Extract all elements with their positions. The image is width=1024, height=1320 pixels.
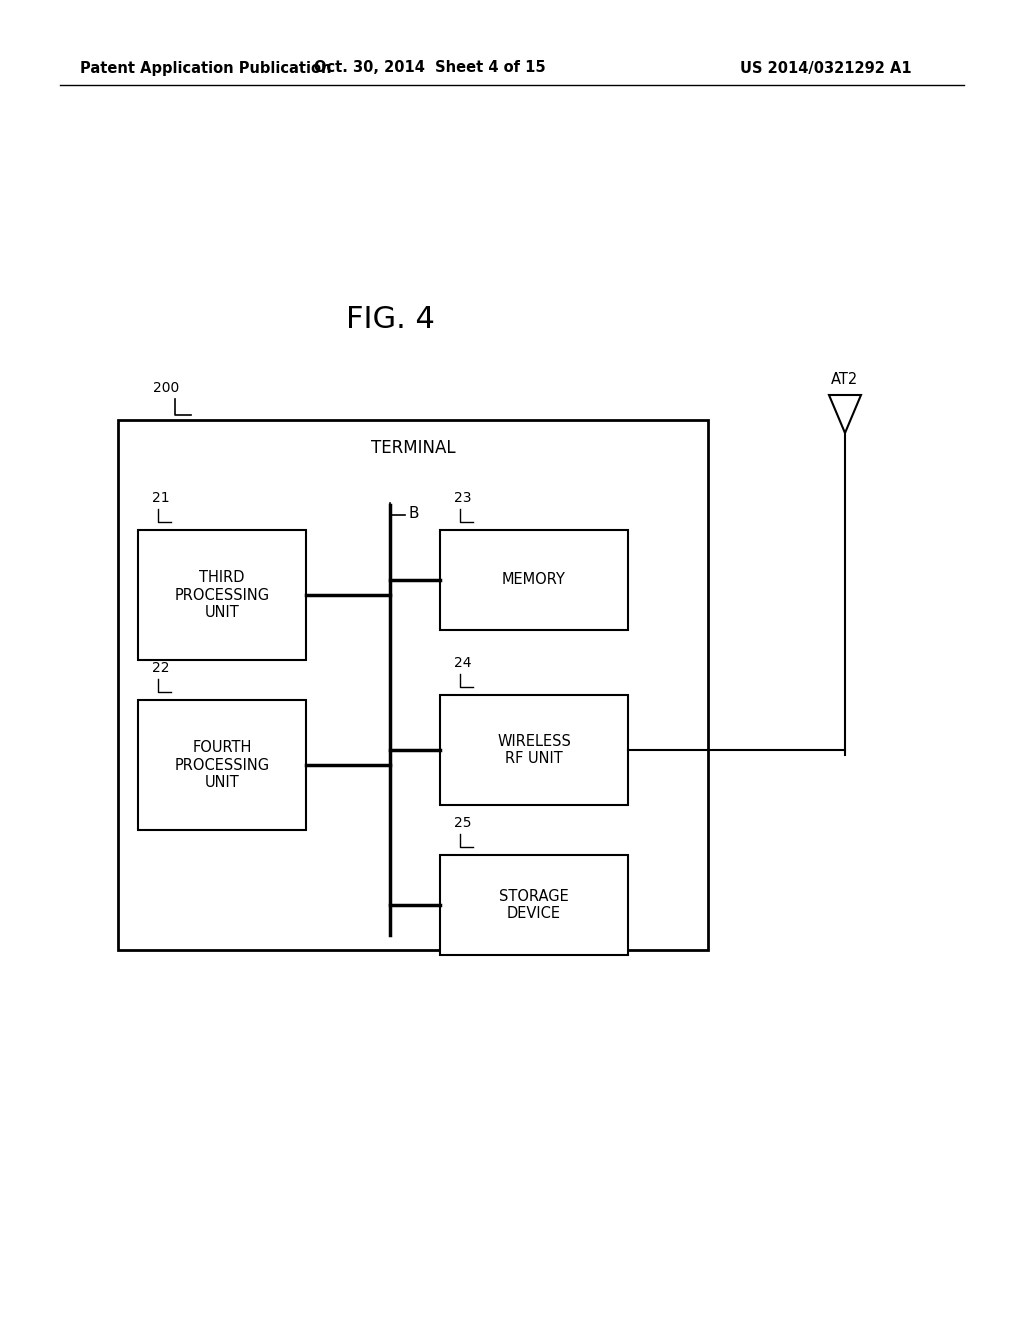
Text: 21: 21 (152, 491, 170, 506)
Text: MEMORY: MEMORY (502, 573, 566, 587)
Text: FIG. 4: FIG. 4 (345, 305, 434, 334)
Text: WIRELESS
RF UNIT: WIRELESS RF UNIT (497, 734, 571, 766)
Text: TERMINAL: TERMINAL (371, 440, 456, 457)
Text: FOURTH
PROCESSING
UNIT: FOURTH PROCESSING UNIT (174, 741, 269, 789)
Bar (118, 420, 708, 950)
Text: 22: 22 (152, 661, 170, 675)
Text: 200: 200 (153, 381, 179, 395)
Text: 25: 25 (454, 816, 471, 830)
Text: THIRD
PROCESSING
UNIT: THIRD PROCESSING UNIT (174, 570, 269, 620)
Text: Oct. 30, 2014  Sheet 4 of 15: Oct. 30, 2014 Sheet 4 of 15 (314, 61, 546, 75)
Text: US 2014/0321292 A1: US 2014/0321292 A1 (740, 61, 911, 75)
Bar (440, 696, 628, 805)
Polygon shape (829, 395, 861, 433)
Bar (440, 531, 628, 630)
Text: STORAGE
DEVICE: STORAGE DEVICE (499, 888, 569, 921)
Text: AT2: AT2 (831, 372, 859, 387)
Text: Patent Application Publication: Patent Application Publication (80, 61, 332, 75)
Bar (440, 855, 628, 954)
Bar (138, 531, 306, 660)
Text: 23: 23 (454, 491, 471, 506)
Bar (138, 700, 306, 830)
Text: B: B (409, 506, 420, 520)
Text: 24: 24 (454, 656, 471, 671)
